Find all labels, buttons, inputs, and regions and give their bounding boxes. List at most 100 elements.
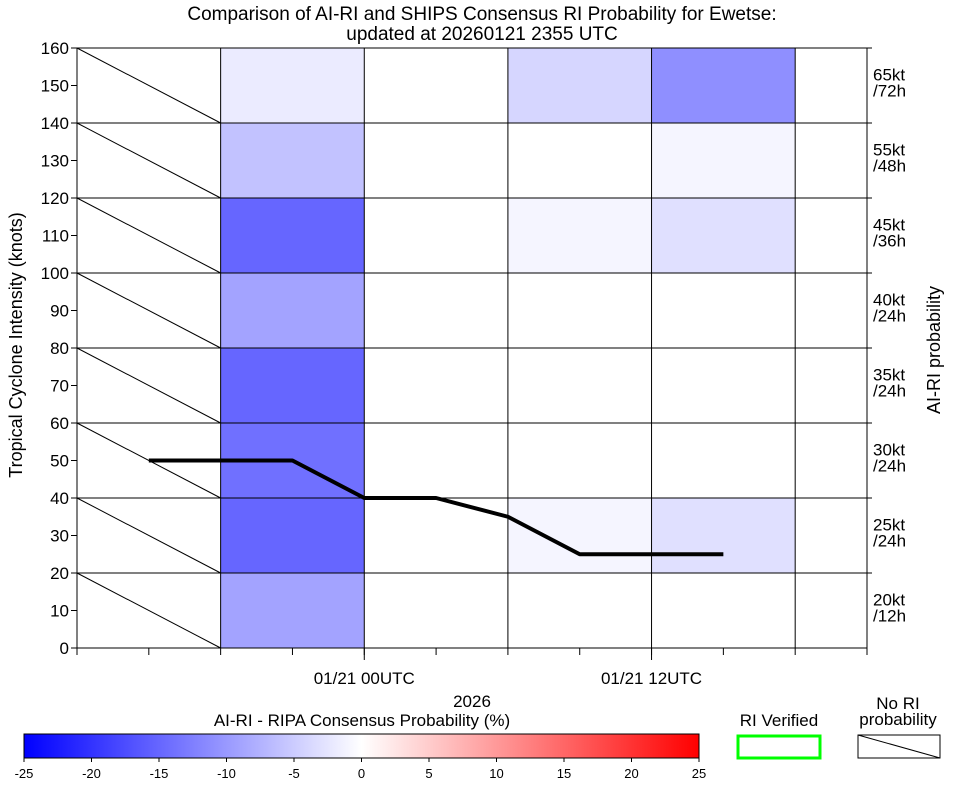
y-tick-label: 30 (50, 527, 69, 546)
colorbar-tick-label: -5 (288, 766, 300, 781)
x-axis-label: 2026 (453, 692, 491, 711)
heatmap-cell (364, 273, 508, 348)
heatmap-cell (651, 48, 796, 123)
rate-label-hours: /24h (873, 382, 906, 401)
rate-label-kt: 65kt (873, 66, 905, 85)
chart-title: Comparison of AI-RI and SHIPS Consensus … (187, 4, 776, 25)
no-probability-diagonal (76, 122, 221, 199)
colorbar-tick-label: -25 (15, 766, 34, 781)
heatmap-cell (220, 198, 365, 273)
no-probability-diagonal (76, 272, 221, 349)
colorbar-tick-label: -10 (217, 766, 236, 781)
rate-label-hours: /24h (873, 307, 906, 326)
no-ri-box-diagonal (857, 734, 941, 759)
no-probability-diagonal (76, 572, 221, 649)
heatmap-cell (507, 348, 652, 423)
colorbar-tick-label: -20 (82, 766, 101, 781)
heatmap-cell (220, 123, 365, 198)
y-tick-label: 80 (50, 339, 69, 358)
x-axis-ticks: 01/21 00UTC 01/21 12UTC (76, 648, 868, 688)
heatmap-cell (651, 198, 796, 273)
y-tick-label: 70 (50, 377, 69, 396)
rate-label-hours: /72h (873, 82, 906, 101)
heatmap-cell (651, 423, 796, 498)
heatmap-cell (651, 123, 796, 198)
rate-label-kt: 40kt (873, 291, 905, 310)
heatmap-cell (507, 273, 652, 348)
rate-label-hours: /48h (873, 157, 906, 176)
y-tick-label: 0 (60, 639, 69, 658)
rate-label-kt: 35kt (873, 366, 905, 385)
y-tick-label: 130 (41, 152, 69, 171)
no-probability-diagonal (76, 497, 221, 574)
colorbar-tick-label: 15 (557, 766, 571, 781)
y-axis-ticks: 0 10 20 30 40 50 60 70 80 90 100 110 120 130 140 150 160 (41, 39, 77, 658)
heatmap-cell (507, 423, 652, 498)
colorbar-tick-label: 5 (425, 766, 432, 781)
ri-verified-label: RI Verified (740, 711, 818, 730)
no-probability-diagonal (76, 347, 221, 424)
y-tick-label: 40 (50, 489, 69, 508)
colorbar (23, 733, 700, 759)
x-tick-label: 01/21 12UTC (601, 669, 702, 688)
colorbar-tick-label: -15 (150, 766, 169, 781)
heatmap-cell (507, 498, 652, 573)
rate-label-kt: 55kt (873, 141, 905, 160)
heatmap-cell (220, 573, 365, 648)
right-axis-label: AI-RI probability (924, 286, 944, 414)
rate-label-kt: 30kt (873, 441, 905, 460)
ri-verified-box (736, 734, 822, 760)
colorbar-ticks: -25 -20 -15 -10 -5 0 5 10 15 20 25 (15, 758, 706, 781)
colorbar-tick-label: 0 (358, 766, 365, 781)
intensity-line (148, 458, 724, 557)
y-tick-label: 100 (41, 264, 69, 283)
y-tick-label: 150 (41, 77, 69, 96)
y-tick-label: 110 (42, 227, 69, 246)
rate-label-kt: 45kt (873, 216, 905, 235)
y-tick-label: 90 (50, 302, 69, 321)
heatmap-cell (364, 198, 508, 273)
rate-label-hours: /36h (873, 232, 906, 251)
rate-label-hours: /12h (873, 607, 906, 626)
heatmap-cell (507, 123, 652, 198)
y-tick-label: 160 (41, 39, 69, 58)
no-probability-diagonal (76, 197, 221, 274)
y-tick-label: 120 (41, 189, 69, 208)
heatmap-cell (364, 48, 508, 123)
y-tick-label: 50 (50, 452, 69, 471)
heatmap-cell (364, 123, 508, 198)
colorbar-tick-label: 10 (489, 766, 503, 781)
heatmap-cell (507, 48, 652, 123)
heatmap-cell (651, 498, 796, 573)
heatmap-cell (220, 498, 365, 573)
heatmap-cell (220, 273, 365, 348)
y-tick-label: 60 (50, 414, 69, 433)
x-tick-label: 01/21 00UTC (314, 669, 415, 688)
y-tick-label: 140 (41, 114, 69, 133)
grid-lines (77, 47, 867, 648)
heatmap-cell (507, 198, 652, 273)
heatmap-cell (364, 573, 508, 648)
heatmap-cell (651, 573, 796, 648)
rate-label-kt: 20kt (873, 591, 905, 610)
heatmap-cell (364, 348, 508, 423)
rate-label-hours: /24h (873, 532, 906, 551)
heatmap-cell (507, 573, 652, 648)
heatmap-cell (220, 348, 365, 423)
heatmap-cell (651, 273, 796, 348)
rate-label-hours: /24h (873, 457, 906, 476)
heatmap-cell (364, 423, 508, 498)
no-ri-label-line2: probability (859, 710, 937, 729)
heatmap-cell (220, 48, 365, 123)
y-tick-label: 10 (50, 602, 69, 621)
colorbar-tick-label: 25 (692, 766, 706, 781)
y-tick-label: 20 (50, 564, 69, 583)
rate-label-kt: 25kt (873, 516, 905, 535)
no-probability-diagonal (76, 47, 221, 124)
no-ri-label-line1: No RI (876, 694, 919, 713)
rate-labels: 20kt/12h25kt/24h30kt/24h35kt/24h40kt/24h… (867, 47, 906, 626)
heatmap-cell (651, 348, 796, 423)
colorbar-title: AI-RI - RIPA Consensus Probability (%) (214, 711, 510, 730)
y-axis-label: Tropical Cyclone Intensity (knots) (6, 212, 26, 477)
